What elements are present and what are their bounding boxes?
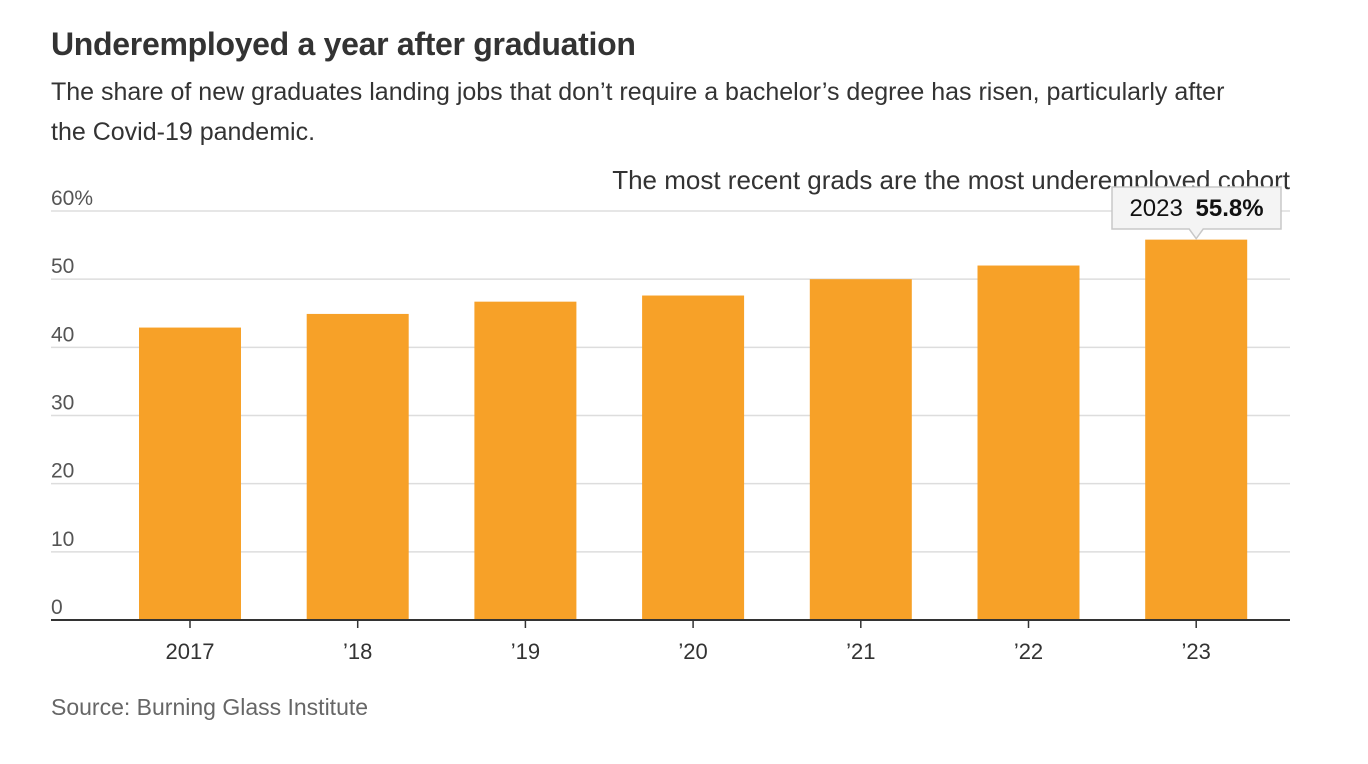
x-tick-label: ’23: [1182, 639, 1211, 664]
tooltip-year: 2023: [1129, 195, 1182, 222]
x-tick-label: ’19: [511, 639, 540, 664]
x-axis-ticks: 2017 ’18 ’19 ’20 ’21 ’22 ’23: [166, 620, 1211, 664]
y-tick-label: 10: [51, 528, 74, 551]
bar[interactable]: [474, 301, 577, 620]
x-tick-label: 2017: [166, 639, 215, 664]
bar[interactable]: [642, 295, 745, 620]
bar[interactable]: [306, 313, 409, 620]
bar[interactable]: [1145, 239, 1248, 620]
x-tick-label: ’18: [343, 639, 372, 664]
x-tick-label: ’21: [846, 639, 875, 664]
tooltip-box: [1111, 186, 1282, 240]
bar[interactable]: [139, 327, 241, 620]
y-tick-label: 20: [51, 460, 74, 483]
y-tick-label: 50: [51, 255, 74, 278]
y-tick-label: 40: [51, 323, 74, 346]
tooltip-text: 2023 55.8%: [1129, 195, 1263, 222]
bar[interactable]: [977, 265, 1080, 620]
y-axis-ticks: 0 10 20 30 40 50 60%: [51, 187, 93, 619]
y-tick-label: 30: [51, 392, 74, 415]
highlight-tooltip[interactable]: 2023 55.8%: [1111, 186, 1282, 240]
chart-subtitle: The share of new graduates landing jobs …: [51, 78, 1225, 146]
y-tick-label: 60%: [51, 187, 93, 210]
bar[interactable]: [809, 279, 912, 620]
tooltip-value: 55.8%: [1196, 195, 1264, 222]
x-tick-label: ’20: [678, 639, 707, 664]
y-tick-label: 0: [51, 596, 63, 619]
chart-title: Underemployed a year after graduation: [51, 26, 636, 62]
source-note: Source: Burning Glass Institute: [51, 694, 369, 720]
x-tick-label: ’22: [1014, 639, 1043, 664]
bars: [139, 239, 1248, 620]
